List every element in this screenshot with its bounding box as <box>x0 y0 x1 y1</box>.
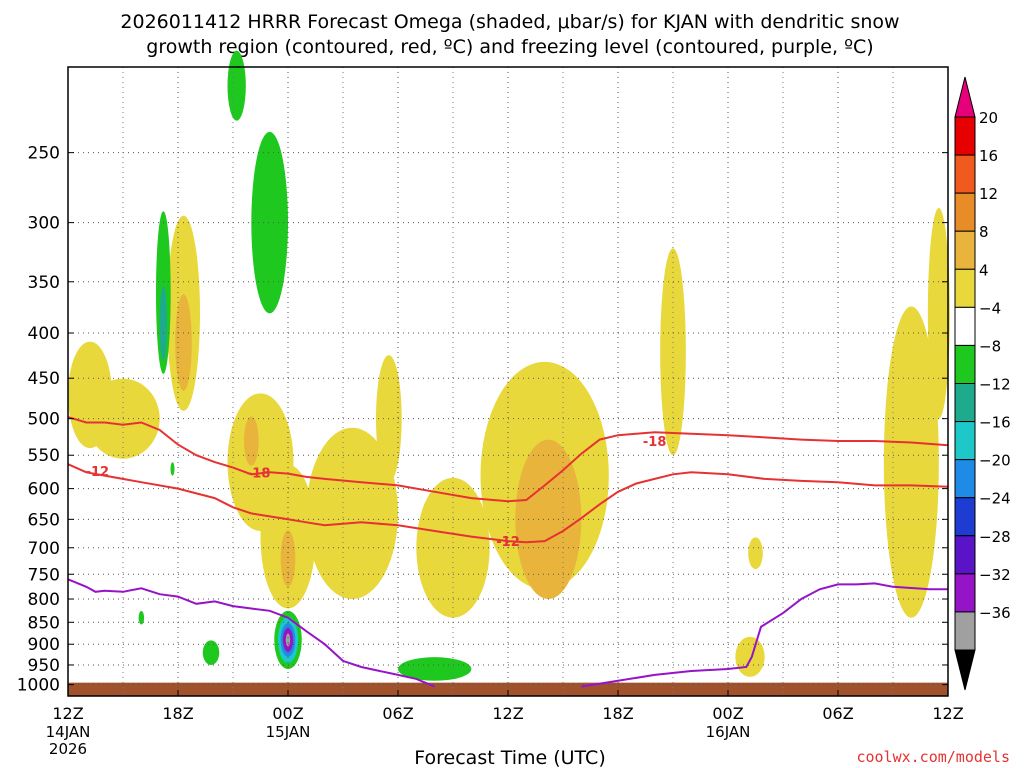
contour-label--18-0: -18 <box>247 466 271 481</box>
colorbar-label-9: −20 <box>979 452 1011 470</box>
x-tick-label-48: 12Z <box>932 704 963 723</box>
x-tick-label-0: 12Z <box>52 704 83 723</box>
contour--18 <box>67 416 949 503</box>
x-tick-date-0: 14JAN <box>46 723 91 741</box>
y-tick-label-950: 950 <box>28 656 60 676</box>
omega-region-26 <box>285 633 291 647</box>
omega-region-5 <box>159 285 167 361</box>
omega-region-11 <box>280 530 296 587</box>
y-tick-label-500: 500 <box>28 410 60 430</box>
chart-title-line1: 2026011412 HRRR Forecast Omega (shaded, … <box>120 11 899 33</box>
y-tick-label-550: 550 <box>28 446 60 466</box>
y-tick-label-700: 700 <box>28 539 60 559</box>
y-tick-label-600: 600 <box>28 480 60 500</box>
x-tick-label-18: 06Z <box>382 704 413 723</box>
colorbar-swatch-4 <box>954 268 976 308</box>
x-tick-label-30: 18Z <box>602 704 633 723</box>
colorbar-swatch-6 <box>954 344 976 384</box>
colorbar-swatch-9 <box>954 459 976 499</box>
omega-region-21 <box>927 208 950 419</box>
contour-label--18-1: -18 <box>643 435 667 450</box>
colorbar-swatch-10 <box>954 497 976 537</box>
y-tick-label-250: 250 <box>28 144 60 164</box>
colorbar: 20 16 12 8 4 −4 −8 −12 −16 −20 −24 −28 −32 −36 <box>954 76 1011 691</box>
colorbar-swatch-5 <box>954 306 976 346</box>
contour-label--12-1: -12 <box>496 535 520 550</box>
omega-region-7 <box>227 50 246 121</box>
contour-freezing <box>67 578 436 688</box>
omega-region-6 <box>251 131 288 314</box>
x-tick-label-6: 18Z <box>162 704 193 723</box>
x-tick-date-12: 15JAN <box>266 723 311 741</box>
colorbar-label-10: −24 <box>979 490 1011 508</box>
credit-text: coolwx.com/models <box>856 748 1010 766</box>
colorbar-label-6: −8 <box>979 337 1001 355</box>
omega-region-3 <box>175 294 192 391</box>
y-tick-label-1000: 1000 <box>17 676 60 696</box>
x-tick-label-24: 12Z <box>492 704 523 723</box>
omega-region-18 <box>748 537 763 570</box>
x-tick-label-36: 00Z <box>712 704 743 723</box>
x-tick-label-12: 00Z <box>272 704 303 723</box>
x-axis-title: Forecast Time (UTC) <box>414 747 605 768</box>
contour-label--12-0: -12 <box>86 465 110 480</box>
colorbar-swatch-8 <box>954 421 976 461</box>
omega-region-1 <box>86 378 160 459</box>
colorbar-swatch-3 <box>954 230 976 270</box>
colorbar-label-4: 4 <box>979 261 989 279</box>
chart-title-line2: growth region (contoured, red, ºC) and f… <box>146 36 873 58</box>
colorbar-label-8: −16 <box>979 414 1011 432</box>
colorbar-swatch-2 <box>954 192 976 232</box>
y-tick-label-350: 350 <box>28 273 60 293</box>
omega-region-27 <box>398 657 472 681</box>
omega-region-19 <box>735 636 765 677</box>
y-tick-label-400: 400 <box>28 324 60 344</box>
omega-region-20 <box>883 306 939 618</box>
omega-region-9 <box>244 416 259 466</box>
y-tick-label-750: 750 <box>28 565 60 585</box>
omega-region-17 <box>660 248 686 456</box>
contour--12 <box>67 463 949 544</box>
colorbar-label-13: −36 <box>979 604 1011 622</box>
contour-lines: -18 -18 -12 -12 <box>67 416 949 688</box>
colorbar-bottom-arrow <box>954 649 976 691</box>
x-tick-label-42: 06Z <box>822 704 853 723</box>
plot-frame <box>67 66 949 697</box>
omega-region-30 <box>170 462 175 476</box>
y-axis: 2503003504004505005506006507007508008509… <box>17 144 948 696</box>
y-tick-label-300: 300 <box>28 214 60 234</box>
y-tick-label-450: 450 <box>28 369 60 389</box>
colorbar-label-12: −32 <box>979 566 1011 584</box>
colorbar-label-1: 16 <box>979 147 998 165</box>
omega-region-28 <box>202 640 220 665</box>
plot-area <box>68 50 950 696</box>
x-tick-year-0: 2026 <box>49 740 87 758</box>
colorbar-swatch-1 <box>954 154 976 194</box>
contour-freezing-2 <box>581 582 948 688</box>
colorbar-label-11: −28 <box>979 528 1011 546</box>
colorbar-label-0: 20 <box>979 109 998 127</box>
colorbar-label-2: 12 <box>979 185 998 203</box>
colorbar-label-7: −12 <box>979 376 1011 394</box>
y-tick-label-650: 650 <box>28 510 60 530</box>
colorbar-swatch-12 <box>954 573 976 613</box>
y-tick-label-800: 800 <box>28 590 60 610</box>
colorbar-label-5: −4 <box>979 299 1001 317</box>
colorbar-swatch-13 <box>954 611 976 651</box>
omega-region-29 <box>138 610 145 625</box>
colorbar-label-3: 8 <box>979 223 989 241</box>
y-tick-label-850: 850 <box>28 613 60 633</box>
colorbar-swatch-7 <box>954 383 976 423</box>
omega-region-12 <box>306 427 398 600</box>
colorbar-top-arrow <box>954 76 976 118</box>
y-tick-label-900: 900 <box>28 635 60 655</box>
x-tick-date-36: 16JAN <box>706 723 751 741</box>
colorbar-swatch-11 <box>954 535 976 575</box>
colorbar-swatch-0 <box>954 116 976 156</box>
grid-lines <box>67 67 949 696</box>
